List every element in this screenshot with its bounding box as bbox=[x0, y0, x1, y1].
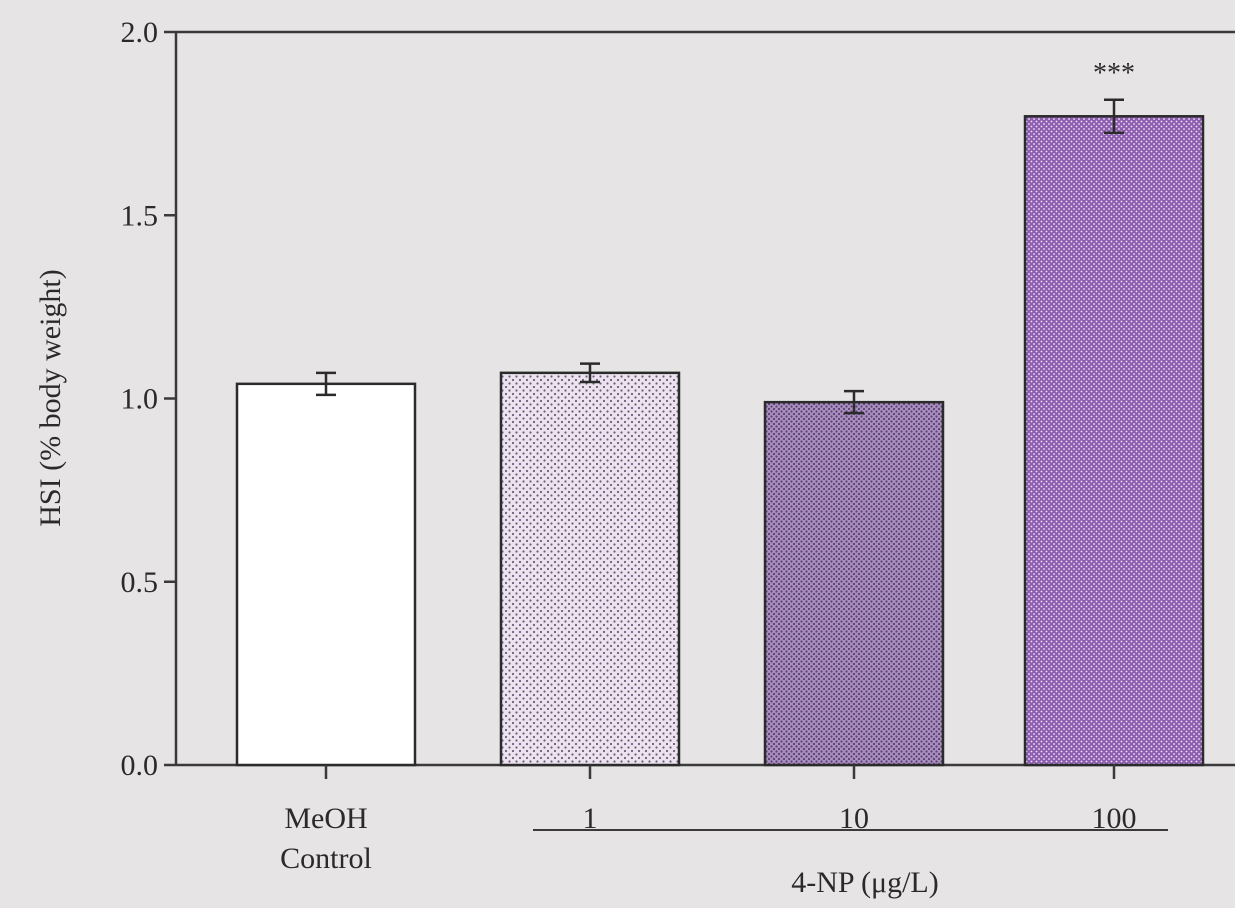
x-tick-label-line2: Control bbox=[280, 842, 372, 875]
bar bbox=[499, 371, 681, 767]
y-tick-label: 2.0 bbox=[121, 16, 159, 49]
bar bbox=[235, 382, 417, 767]
bar bbox=[1023, 115, 1205, 767]
x-axis-group-label: 4-NP (μg/L) bbox=[791, 866, 938, 899]
bar bbox=[763, 400, 945, 767]
y-tick-label: 1.5 bbox=[121, 199, 159, 232]
x-tick-label: 100 bbox=[1092, 802, 1137, 835]
y-tick-label: 0.0 bbox=[121, 749, 159, 782]
x-tick-label: 1 bbox=[583, 802, 598, 835]
x-tick-label: 10 bbox=[839, 802, 869, 835]
y-tick-label: 1.0 bbox=[121, 383, 159, 416]
significance-label: *** bbox=[1093, 58, 1135, 89]
y-tick-label: 0.5 bbox=[121, 566, 159, 599]
y-axis-label: HSI (% body weight) bbox=[34, 269, 67, 526]
x-tick-label: MeOH bbox=[284, 802, 367, 835]
